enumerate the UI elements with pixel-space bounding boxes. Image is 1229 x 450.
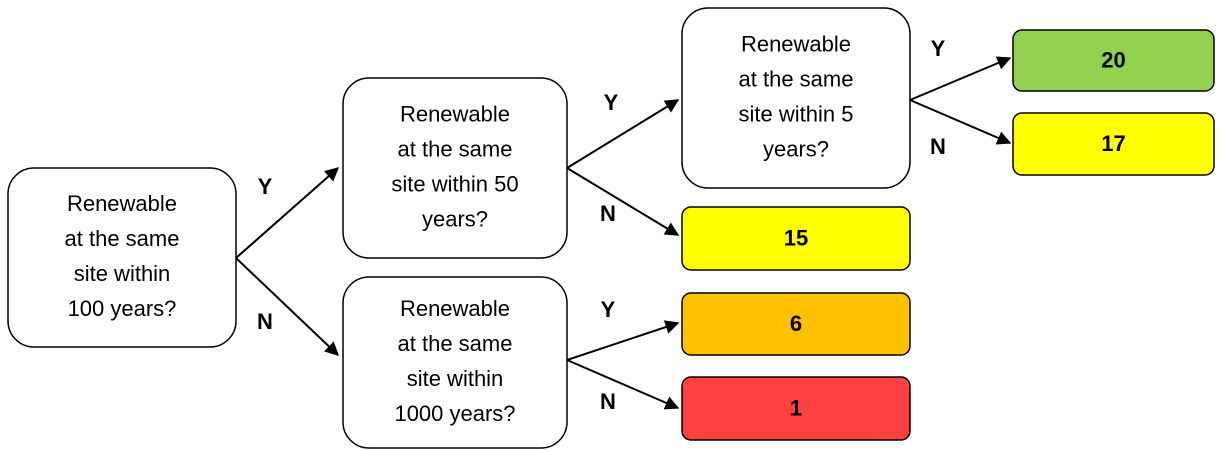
edge-label: Y	[601, 297, 616, 322]
question-text: Renewable	[400, 296, 510, 321]
outcome-box	[681, 376, 911, 441]
question-text: 100 years?	[68, 296, 177, 321]
arrow	[235, 167, 340, 259]
outcome-value: 15	[784, 225, 808, 250]
edge-label: N	[600, 389, 616, 414]
edge-label: N	[930, 134, 946, 159]
outcome-value: 1	[790, 395, 802, 420]
outcome-value: 6	[790, 311, 802, 336]
question-text: Renewable	[67, 191, 177, 216]
question-text: Renewable	[400, 101, 510, 126]
outcome-value: 20	[1101, 47, 1125, 72]
question-text: Renewable	[741, 31, 851, 56]
edge-label: Y	[604, 90, 619, 115]
edge-label: N	[257, 309, 273, 334]
arrow	[566, 320, 680, 361]
outcome-box	[1012, 112, 1215, 176]
question-text: site within	[407, 366, 504, 391]
outcome-box	[681, 206, 911, 271]
arrow	[566, 99, 680, 169]
question-text: years?	[422, 206, 488, 231]
outcome-box	[1012, 29, 1215, 92]
outcome-box	[681, 292, 911, 356]
question-text: site within 5	[739, 101, 854, 126]
edge-label: Y	[258, 174, 273, 199]
question-text: 1000 years?	[394, 401, 515, 426]
arrow	[235, 257, 340, 356]
arrow	[909, 56, 1012, 101]
arrow	[566, 359, 680, 410]
outcome-value: 17	[1101, 131, 1125, 156]
question-text: at the same	[398, 136, 513, 161]
question-text: at the same	[398, 331, 513, 356]
question-text: years?	[763, 136, 829, 161]
question-text: site within	[74, 261, 171, 286]
edge-label: N	[600, 201, 616, 226]
edge-label: Y	[931, 36, 946, 61]
question-text: site within 50	[391, 171, 518, 196]
question-box	[681, 7, 911, 189]
question-text: at the same	[739, 66, 854, 91]
question-box	[342, 276, 568, 449]
arrow	[566, 167, 680, 236]
question-text: at the same	[65, 226, 180, 251]
arrow	[909, 99, 1012, 145]
